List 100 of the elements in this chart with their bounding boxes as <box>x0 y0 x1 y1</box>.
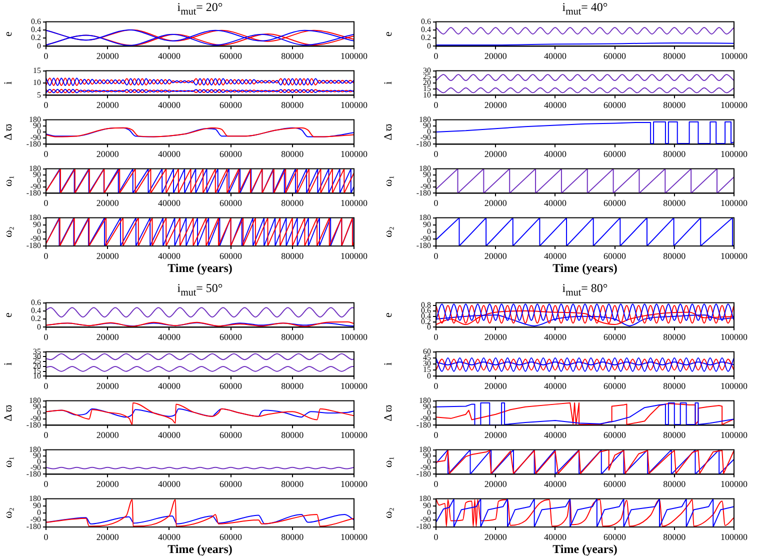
x-tick-label: 0 <box>44 148 49 159</box>
chart-title: i$_{mut}$= 20° <box>176 0 224 18</box>
y-tick-label: 90 <box>33 500 41 510</box>
x-tick-label: 80000 <box>281 430 304 440</box>
x-axis-title: Time (years) <box>168 542 232 556</box>
x-tick-label: 100000 <box>340 250 368 261</box>
x-tick-label: 0 <box>44 198 49 208</box>
x-tick-label: 0 <box>434 478 439 489</box>
x-tick-label: 100000 <box>720 50 748 61</box>
y-tick-label: -90 <box>30 234 41 244</box>
y-tick-label: 0 <box>37 41 41 50</box>
x-tick-label: 0 <box>434 198 439 208</box>
y-tick-label: 0.2 <box>421 33 431 42</box>
y-tick-label: 0.6 <box>421 16 431 26</box>
x-tick-label: 20000 <box>484 148 508 159</box>
y-axis-title: Δ ϖ <box>382 124 394 140</box>
x-tick-label: 100000 <box>720 332 748 342</box>
x-tick-label: 80000 <box>663 250 686 261</box>
x-tick-label: 40000 <box>544 50 567 61</box>
y-tick-label: 35 <box>33 346 41 356</box>
x-tick-label: 60000 <box>220 332 243 342</box>
y-tick-label: 0.4 <box>31 306 41 316</box>
y-tick-label: 0 <box>427 41 431 50</box>
x-tick-label: 40000 <box>158 478 181 489</box>
y-tick-label: -90 <box>30 515 41 524</box>
y-tick-label: 15 <box>33 66 41 75</box>
x-tick-label: 80000 <box>281 198 304 208</box>
x-tick-label: 60000 <box>604 198 627 208</box>
y-tick-label: 0 <box>37 226 41 236</box>
x-tick-label: 60000 <box>220 532 243 542</box>
y-axis-title: e <box>382 31 394 36</box>
x-tick-label: 80000 <box>281 100 304 110</box>
x-tick-label: 80000 <box>281 332 304 342</box>
x-tick-label: 0 <box>434 332 439 342</box>
x-tick-label: 100000 <box>340 332 368 342</box>
x-tick-label: 80000 <box>281 478 304 489</box>
y-tick-label: 0.4 <box>31 25 41 34</box>
y-tick-label: 90 <box>423 220 431 229</box>
x-tick-label: 60000 <box>220 430 243 440</box>
y-tick-label: 0 <box>427 226 431 236</box>
x-tick-label: 100000 <box>720 380 748 391</box>
x-tick-label: 20000 <box>96 50 120 61</box>
x-tick-label: 0 <box>44 100 49 110</box>
y-axis-title: ω₁ <box>382 175 394 187</box>
x-tick-label: 40000 <box>158 250 181 261</box>
chart-title: i$_{mut}$= 50° <box>176 281 224 298</box>
x-tick-label: 80000 <box>663 50 686 61</box>
x-tick-label: 0 <box>434 100 439 110</box>
x-tick-label: 20000 <box>96 198 120 208</box>
x-tick-label: 40000 <box>158 148 181 159</box>
x-tick-label: 20000 <box>484 380 508 391</box>
x-tick-label: 40000 <box>544 332 567 342</box>
x-tick-label: 20000 <box>96 478 120 489</box>
x-tick-label: 80000 <box>281 532 304 542</box>
chart-title: i$_{mut}$= 80° <box>561 281 609 298</box>
x-tick-label: 0 <box>44 478 49 489</box>
x-tick-label: 80000 <box>281 50 304 61</box>
x-tick-label: 20000 <box>484 50 508 61</box>
x-tick-label: 60000 <box>220 380 243 391</box>
y-tick-label: 180 <box>29 212 41 222</box>
x-tick-label: 100000 <box>340 198 368 208</box>
x-tick-label: 20000 <box>96 148 120 159</box>
x-tick-label: 80000 <box>663 198 686 208</box>
y-axis-title: Δ ϖ <box>2 124 14 140</box>
x-tick-label: 80000 <box>281 148 304 159</box>
x-tick-label: 0 <box>434 532 439 542</box>
x-tick-label: 60000 <box>220 50 243 61</box>
x-tick-label: 40000 <box>158 430 181 440</box>
chart-title: i$_{mut}$= 40° <box>561 0 609 18</box>
x-tick-label: 20000 <box>484 100 508 110</box>
x-tick-label: 40000 <box>544 478 567 489</box>
y-axis-title: e <box>382 312 394 318</box>
y-tick-label: 60 <box>423 346 431 356</box>
x-tick-label: 100000 <box>340 100 368 110</box>
y-tick-label: 0.6 <box>31 16 41 26</box>
x-tick-label: 100000 <box>340 380 368 391</box>
x-tick-label: 80000 <box>663 332 686 342</box>
x-tick-label: 0 <box>44 532 49 542</box>
x-tick-label: 40000 <box>544 532 567 542</box>
y-tick-label: 0 <box>37 322 41 332</box>
x-tick-label: 40000 <box>544 100 567 110</box>
x-tick-label: 100000 <box>720 478 748 489</box>
y-tick-label: -180 <box>26 241 41 250</box>
x-tick-label: 60000 <box>604 532 627 542</box>
y-tick-label: 90 <box>423 500 431 510</box>
x-tick-label: 80000 <box>663 148 686 159</box>
y-axis-title: i <box>2 81 14 85</box>
x-tick-label: 0 <box>44 380 49 391</box>
x-tick-label: 40000 <box>158 100 181 110</box>
x-tick-label: 40000 <box>158 198 181 208</box>
x-tick-label: 20000 <box>96 380 120 391</box>
x-tick-label: 40000 <box>544 430 567 440</box>
y-tick-label: 0 <box>37 508 41 517</box>
x-axis-title: Time (years) <box>168 260 232 275</box>
y-tick-label: 0.2 <box>31 314 41 324</box>
x-tick-label: 60000 <box>220 198 243 208</box>
y-tick-label: -180 <box>416 522 431 532</box>
x-tick-label: 60000 <box>220 100 243 110</box>
x-tick-label: 0 <box>44 250 49 261</box>
x-tick-label: 0 <box>434 430 439 440</box>
